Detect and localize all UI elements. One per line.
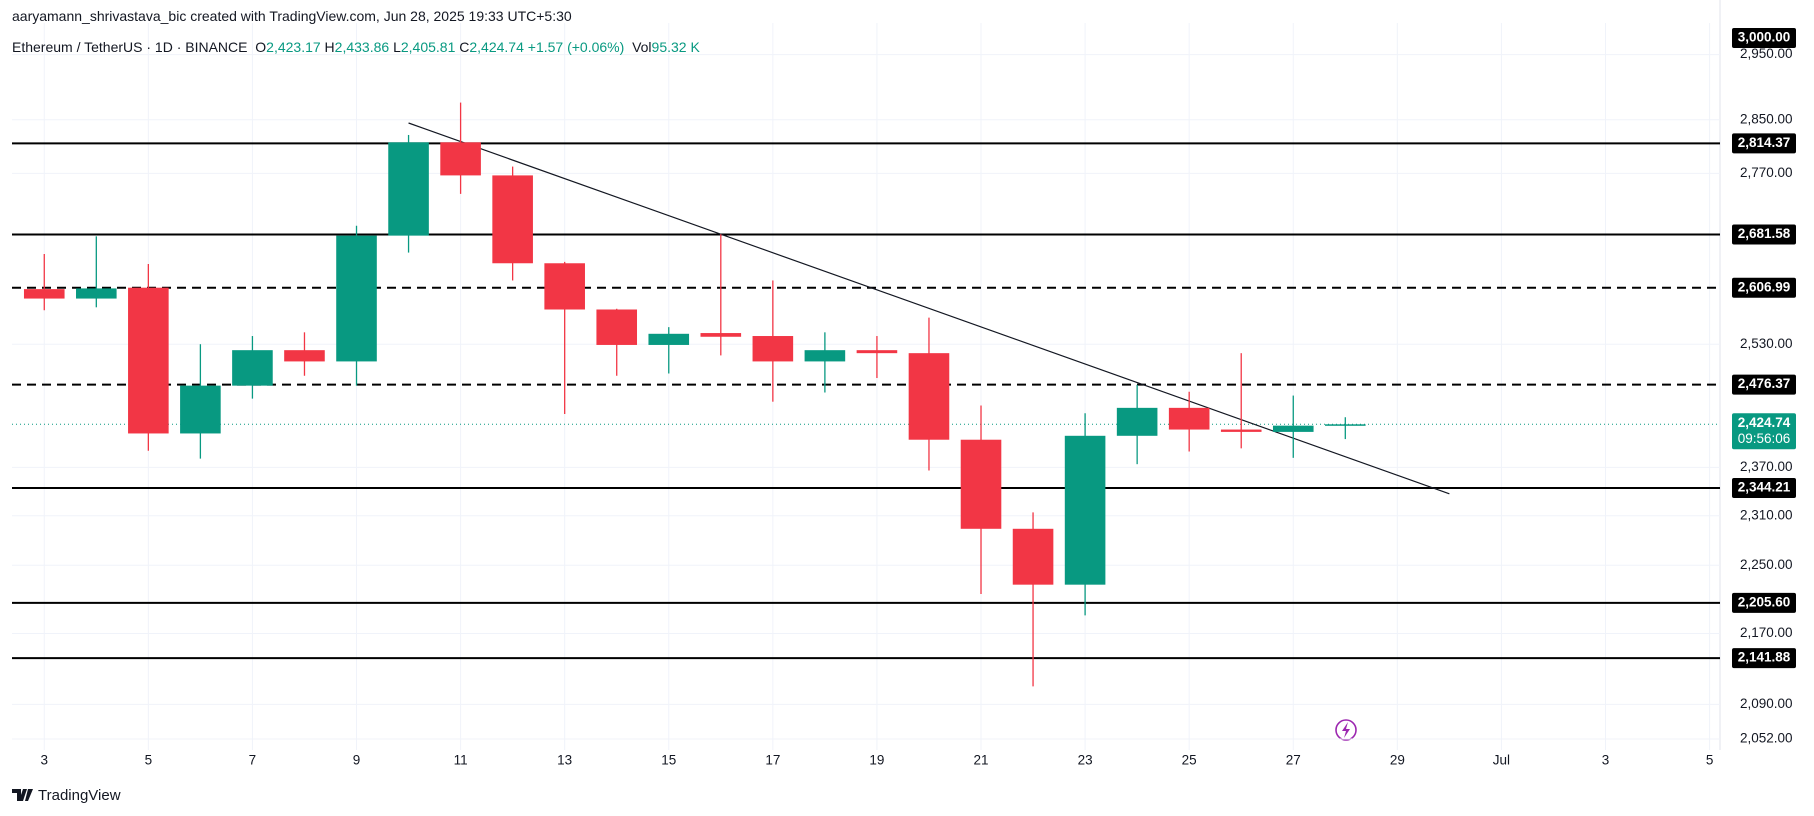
legend: Ethereum / TetherUS · 1D · BINANCE O2,42… [12,39,700,55]
y-tick-label: 2,250.00 [1740,557,1793,572]
level-label-box [1732,374,1796,395]
countdown: 09:56:06 [1738,431,1791,446]
candle-body [908,353,950,440]
level-label-box [1732,648,1796,669]
candle-body [700,333,742,337]
level-label: 2,141.88 [1738,650,1791,665]
x-tick-label: 15 [661,753,676,768]
level-label-box [1732,477,1796,498]
candle-body [752,336,794,362]
x-tick-label: 9 [353,753,361,768]
candle-body [648,333,690,345]
x-tick-label: 19 [869,753,884,768]
candle-body [440,142,481,176]
candle-body [1272,425,1314,432]
level-label: 2,476.37 [1738,376,1791,391]
ohlc: O2,423.17 H2,433.86 L2,405.81 C2,424.74 [255,39,528,55]
y-tick-label: 2,950.00 [1740,46,1793,61]
ohlc-value: 2,433.86 [334,39,390,55]
x-tick-label: Jul [1493,753,1510,768]
candle-body [336,235,377,362]
level-label: 2,344.21 [1738,480,1791,495]
candle-body [232,350,273,386]
x-tick-label: 5 [145,753,153,768]
level-label: 2,606.99 [1738,279,1791,294]
symbol: Ethereum / TetherUS · 1D · BINANCE [12,39,248,55]
level-label: 2,681.58 [1738,226,1791,241]
candle-body [960,439,1002,529]
candle-body [492,175,533,264]
y-tick-label: 2,770.00 [1740,165,1793,180]
candle-body [596,309,638,345]
volume-key: Vol [632,39,652,55]
ohlc-key: O [255,39,267,55]
candle-body [1325,424,1366,426]
x-tick-label: 11 [454,753,468,768]
ohlc-key: C [459,39,470,55]
x-tick-label: 13 [557,753,572,768]
ohlc-value: 2,405.81 [400,39,456,55]
brand-logo [12,789,33,801]
x-tick-label: 17 [765,753,780,768]
y-tick-label: 2,530.00 [1740,336,1793,351]
candle-body [1168,407,1210,430]
level-label-box [1732,28,1796,48]
candle-body [544,263,585,310]
candle-body [284,350,325,362]
x-tick-label: 27 [1286,753,1301,768]
ohlc-key: H [324,39,335,55]
volume: 95.32 K [651,39,700,55]
brand-name: TradingView [38,787,121,804]
level-label-box [1732,277,1796,298]
x-tick-label: 21 [973,753,988,768]
last-price-box [1732,413,1796,450]
attribution: aaryamann_shrivastava_bic created with T… [12,8,572,24]
level-label: 3,000.00 [1738,30,1791,45]
level-label-box [1732,592,1796,613]
x-tick-label: 7 [249,753,257,768]
y-tick-label: 2,370.00 [1740,459,1793,474]
candle-body [128,287,169,434]
change: +1.57 (+0.06%) [527,39,625,55]
ohlc-value: 2,424.74 [469,39,524,55]
x-tick-label: 23 [1078,753,1093,768]
x-tick-label: 3 [1602,753,1610,768]
last-price-label: 2,424.74 [1738,415,1791,430]
x-tick-label: 29 [1390,753,1405,768]
ohlc-value: 2,423.17 [266,39,321,55]
x-tick-label: 5 [1706,753,1714,768]
x-tick-label: 3 [41,753,49,768]
candle-body [856,350,898,354]
candle-body [388,142,429,236]
y-tick-label: 2,850.00 [1740,111,1793,126]
ohlc-key: L [393,39,401,55]
y-tick-label: 2,310.00 [1740,507,1793,522]
y-tick-label: 2,170.00 [1740,625,1793,640]
candle-body [23,289,65,299]
y-tick-label: 2,090.00 [1740,696,1793,711]
candle-body [1116,407,1158,436]
level-label-box [1732,224,1796,245]
x-tick-label: 25 [1182,753,1197,768]
candle-body [804,350,846,362]
candle-body [1064,435,1106,585]
candle-body [180,385,221,434]
trendline [408,122,1450,495]
level-label: 2,814.37 [1738,135,1791,150]
y-tick-label: 2,052.00 [1740,731,1793,746]
level-label-box [1732,133,1796,154]
candle-body [1220,429,1262,432]
candle-body [76,288,117,299]
candle-body [1012,528,1054,585]
bolt-icon [1335,719,1357,741]
level-label: 2,205.60 [1738,594,1791,609]
